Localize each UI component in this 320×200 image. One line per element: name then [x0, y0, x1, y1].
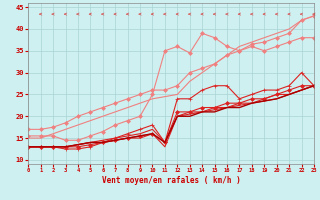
X-axis label: Vent moyen/en rafales ( km/h ): Vent moyen/en rafales ( km/h ) — [102, 176, 241, 185]
